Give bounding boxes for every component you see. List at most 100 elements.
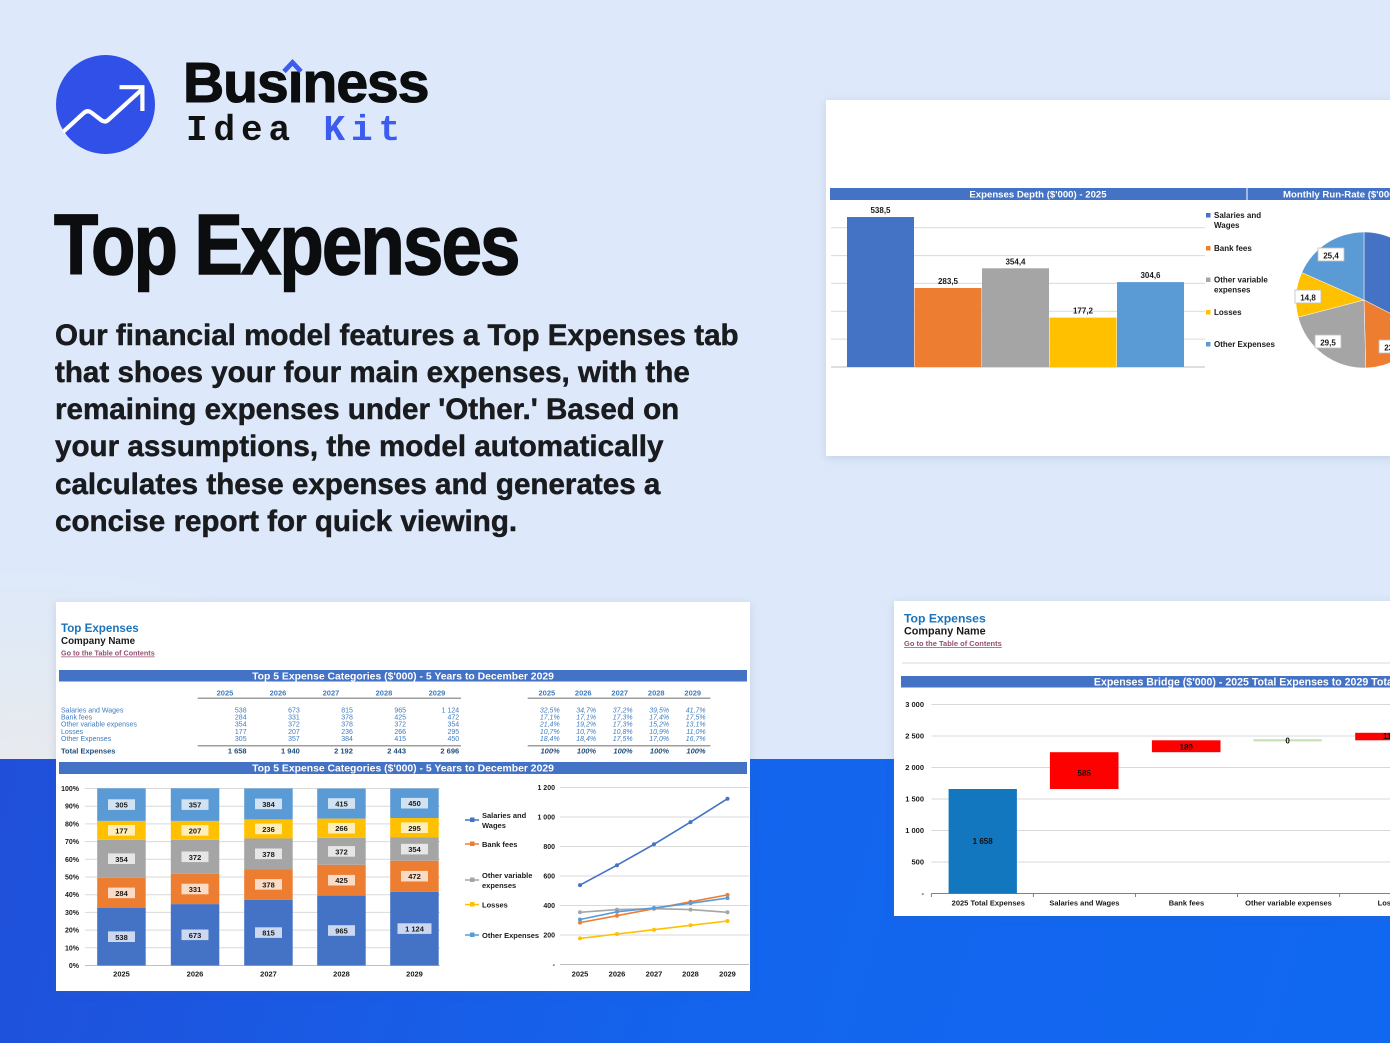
svg-text:60%: 60% [65,857,80,864]
svg-text:29,5: 29,5 [1320,339,1336,348]
svg-text:40%: 40% [65,892,80,899]
svg-text:2029: 2029 [429,689,446,698]
svg-text:425: 425 [394,715,406,722]
svg-text:965: 965 [335,927,348,936]
svg-text:236: 236 [262,825,275,834]
svg-text:2025: 2025 [539,689,556,698]
svg-text:415: 415 [335,800,348,809]
svg-text:Other Expenses: Other Expenses [61,736,112,743]
svg-text:2028: 2028 [333,970,350,979]
svg-text:372: 372 [335,847,348,856]
svg-text:Top Expenses: Top Expenses [61,622,139,635]
svg-text:17,3%: 17,3% [613,722,633,729]
svg-text:Losses: Losses [1214,308,1242,317]
svg-text:800: 800 [543,844,555,851]
svg-text:354: 354 [408,845,421,854]
svg-text:1 124: 1 124 [442,708,460,715]
svg-text:10,7%: 10,7% [576,729,596,736]
svg-text:0%: 0% [69,963,80,970]
svg-text:Go to the Table of Contents: Go to the Table of Contents [61,649,155,658]
svg-text:2027: 2027 [611,689,628,698]
svg-text:372: 372 [288,722,300,729]
svg-text:305: 305 [115,801,128,810]
svg-text:200: 200 [543,933,555,940]
svg-text:177: 177 [115,826,128,835]
svg-text:2029: 2029 [719,970,736,979]
svg-text:331: 331 [189,885,202,894]
svg-text:384: 384 [262,800,275,809]
svg-text:16,7%: 16,7% [686,736,706,743]
svg-text:32,5%: 32,5% [540,708,560,715]
svg-text:20%: 20% [65,928,80,935]
svg-text:Bank fees: Bank fees [1169,899,1204,908]
svg-text:1 658: 1 658 [973,837,994,846]
svg-text:-: - [922,889,925,898]
svg-text:354: 354 [235,722,247,729]
svg-text:2027: 2027 [323,689,340,698]
svg-text:266: 266 [394,729,406,736]
svg-text:2 500: 2 500 [905,732,924,741]
svg-text:-: - [553,962,556,969]
svg-text:177: 177 [235,729,247,736]
svg-text:2027: 2027 [260,970,277,979]
svg-text:0: 0 [1285,736,1290,745]
svg-text:expenses: expenses [482,881,516,890]
svg-text:Top 5 Expense Categories ($'00: Top 5 Expense Categories ($'000) - 5 Yea… [252,672,554,683]
svg-text:15,2%: 15,2% [649,722,669,729]
svg-text:1 940: 1 940 [281,747,300,756]
svg-text:18,4%: 18,4% [576,736,596,743]
svg-text:372: 372 [189,853,202,862]
svg-text:1 124: 1 124 [405,925,425,934]
svg-text:472: 472 [448,715,460,722]
svg-text:Company Name: Company Name [904,626,986,638]
svg-text:10,7%: 10,7% [540,729,560,736]
svg-text:357: 357 [189,801,202,810]
svg-text:2028: 2028 [648,689,665,698]
svg-text:354: 354 [115,855,128,864]
svg-text:304,6: 304,6 [1140,271,1161,280]
svg-text:Salaries and Wages: Salaries and Wages [61,708,124,715]
svg-text:538,5: 538,5 [870,206,891,215]
svg-text:34,7%: 34,7% [576,708,596,715]
svg-text:815: 815 [341,708,353,715]
svg-text:357: 357 [288,736,300,743]
svg-text:2029: 2029 [406,970,423,979]
svg-text:100%: 100% [686,747,706,756]
svg-text:1 200: 1 200 [537,785,555,792]
svg-text:Salaries and: Salaries and [1214,211,1261,220]
svg-text:100%: 100% [613,747,633,756]
svg-text:415: 415 [394,736,406,743]
svg-text:100%: 100% [577,747,597,756]
svg-text:965: 965 [394,708,406,715]
svg-text:Go to the Table of Contents: Go to the Table of Contents [904,639,1002,648]
svg-text:Other Expenses: Other Expenses [1214,340,1275,349]
svg-text:1 000: 1 000 [905,826,924,835]
svg-text:Losses: Losses [482,901,508,910]
svg-text:17,5%: 17,5% [686,715,706,722]
svg-text:384: 384 [341,736,353,743]
svg-text:815: 815 [262,929,275,938]
svg-text:450: 450 [408,799,421,808]
svg-text:41,7%: 41,7% [686,708,706,715]
svg-text:Losses: Losses [1378,899,1390,908]
svg-text:17,4%: 17,4% [649,715,669,722]
svg-text:25,4: 25,4 [1323,252,1339,261]
svg-text:207: 207 [189,826,202,835]
svg-text:378: 378 [341,722,353,729]
svg-text:21,4%: 21,4% [539,722,560,729]
svg-text:17,1%: 17,1% [540,715,560,722]
svg-text:236: 236 [341,729,353,736]
svg-text:17,0%: 17,0% [649,736,669,743]
svg-text:266: 266 [335,824,348,833]
svg-text:11,0%: 11,0% [686,729,705,736]
svg-text:18,4%: 18,4% [540,736,560,743]
svg-text:17,3%: 17,3% [613,715,633,722]
svg-text:17,1%: 17,1% [576,715,596,722]
svg-text:Other variable expenses: Other variable expenses [61,722,137,729]
svg-text:331: 331 [288,715,300,722]
svg-text:Salaries and: Salaries and [482,811,527,820]
svg-text:2 443: 2 443 [387,747,406,756]
svg-text:23,6: 23,6 [1384,344,1390,353]
svg-text:100%: 100% [61,786,80,793]
svg-text:354,4: 354,4 [1005,257,1026,266]
